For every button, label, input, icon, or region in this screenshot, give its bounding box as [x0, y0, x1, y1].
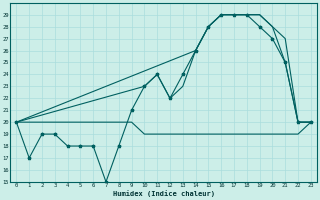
X-axis label: Humidex (Indice chaleur): Humidex (Indice chaleur)	[113, 190, 215, 197]
